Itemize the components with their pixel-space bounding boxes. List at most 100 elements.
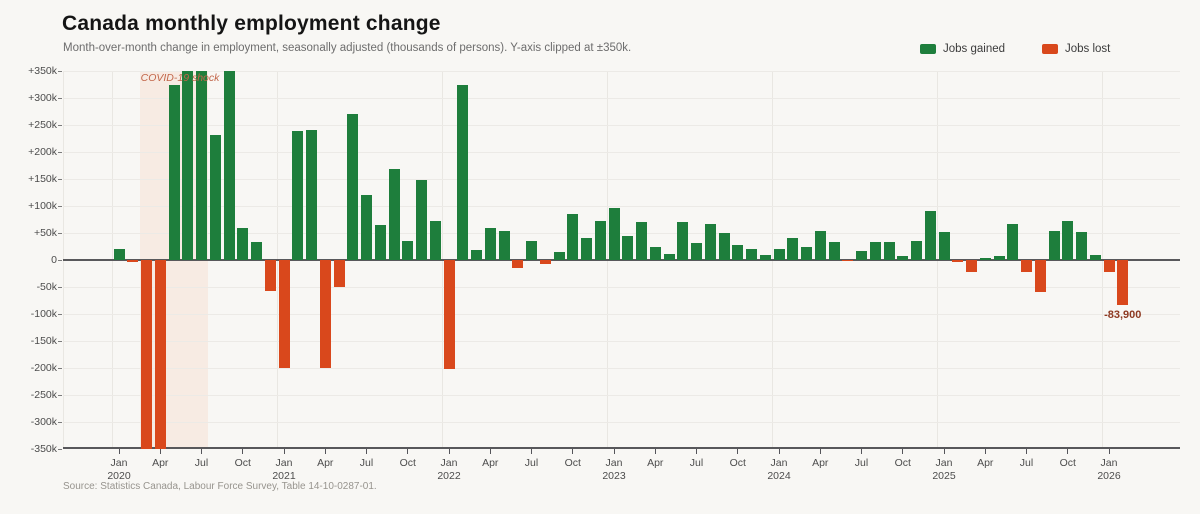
y-gridline xyxy=(63,233,1180,234)
x-axis-year-label: 2020 xyxy=(107,469,131,482)
x-axis-tick-mark xyxy=(984,449,986,454)
x-axis-tick-label: Jul xyxy=(359,457,374,469)
x-axis-tick-label: Apr xyxy=(152,457,169,469)
x-axis-tick-mark xyxy=(118,449,120,454)
jobs-gained-bar xyxy=(883,241,895,260)
x-axis-tick-mark xyxy=(1108,449,1110,454)
y-axis-tick-mark xyxy=(58,206,62,207)
y-gridline xyxy=(63,179,1180,180)
x-axis-tick-mark xyxy=(159,449,161,454)
jobs-gained-bar xyxy=(237,227,249,260)
jobs-lost-bar xyxy=(319,260,331,368)
x-axis-tick-mark xyxy=(861,449,862,454)
jobs-lost-bar xyxy=(127,260,139,263)
jobs-gained-bar xyxy=(223,71,235,260)
jobs-gained-bar xyxy=(1076,231,1087,260)
y-gridline xyxy=(63,341,1180,342)
x-axis-tick-mark xyxy=(1026,449,1027,454)
jobs-gained-bar xyxy=(457,84,469,260)
covid-shock-annotation: COVID-19 shock xyxy=(140,72,220,84)
x-axis-tick-label: Jan 2022 xyxy=(427,457,471,482)
plot-area: +350k +300k +250k +200k +150k +100k +50k 0 -50k -… xyxy=(28,65,1180,482)
jobs-gained-bar xyxy=(429,221,441,260)
x-axis-tick-mark xyxy=(696,449,697,454)
jobs-gained-bar xyxy=(636,222,647,260)
y-axis-tick-label: +100k xyxy=(28,200,57,212)
x-axis-tick-label: Apr xyxy=(482,457,499,469)
x-axis-tick-label: Jul xyxy=(854,457,869,469)
y-axis-tick-mark xyxy=(58,395,62,396)
x-axis-tick-mark xyxy=(902,449,904,454)
jobs-lost-bar xyxy=(512,260,524,269)
legend-label-jobs-lost: Jobs lost xyxy=(1065,43,1111,55)
y-gridline xyxy=(63,206,1180,207)
jobs-gained-bar xyxy=(801,246,812,260)
x-axis-tick-label: Apr xyxy=(317,457,334,469)
x-axis-year-label: 2024 xyxy=(767,469,791,482)
jobs-lost-swatch-icon xyxy=(1042,44,1058,54)
jobs-gained-bar xyxy=(594,220,606,260)
y-axis-tick-mark xyxy=(58,314,62,315)
jobs-gained-bar xyxy=(856,251,867,260)
legend-label-jobs-gained: Jobs gained xyxy=(943,43,1006,55)
jobs-lost-bar xyxy=(333,260,345,287)
source-note: Source: Statistics Canada, Labour Force … xyxy=(63,481,377,492)
x-axis-tick-label: Oct xyxy=(729,457,746,469)
jobs-gained-bar xyxy=(787,237,799,260)
y-gridline xyxy=(63,314,1180,315)
jobs-gained-bar xyxy=(196,71,207,260)
x-axis-tick-label: Oct xyxy=(1059,457,1076,469)
jobs-gained-bar xyxy=(814,231,826,260)
x-axis-tick-mark xyxy=(572,449,574,454)
legend-item-jobs-lost: Jobs lost xyxy=(1042,43,1110,55)
x-axis-tick-label: Apr xyxy=(647,457,664,469)
jobs-gained-bar xyxy=(938,232,950,260)
y-gridline xyxy=(63,287,1180,288)
y-axis-tick-mark xyxy=(58,260,62,261)
jobs-gained-bar xyxy=(677,222,689,260)
y-axis-tick-label: +250k xyxy=(28,119,57,131)
chart-subtitle: Month-over-month change in employment, s… xyxy=(63,42,632,54)
y-gridline xyxy=(63,422,1180,423)
jobs-lost-bar xyxy=(1103,260,1115,273)
jobs-gained-bar xyxy=(168,84,180,260)
x-axis-tick-mark xyxy=(489,449,491,454)
y-axis-tick-label: +50k xyxy=(33,227,57,239)
x-axis-tick-mark xyxy=(737,449,739,454)
jobs-gained-bar xyxy=(347,114,359,260)
jobs-gained-bar xyxy=(498,231,510,260)
jobs-lost-bar xyxy=(278,260,290,368)
jobs-gained-bar xyxy=(911,241,922,260)
y-axis-tick-mark xyxy=(58,125,62,126)
jobs-gained-bar xyxy=(567,214,579,260)
jobs-gained-bar xyxy=(402,240,414,260)
y-axis-tick-label: +150k xyxy=(28,173,57,185)
jobs-gained-bar xyxy=(182,71,194,260)
jobs-gained-bar xyxy=(251,241,262,260)
x-axis-tick-mark xyxy=(201,449,202,454)
x-axis-tick-mark xyxy=(448,449,450,454)
jobs-gained-bar xyxy=(209,135,221,260)
jobs-gained-bar xyxy=(773,248,785,260)
jobs-lost-bar xyxy=(443,260,455,370)
x-axis-tick-mark xyxy=(778,449,780,454)
jobs-gained-bar xyxy=(979,258,991,260)
jobs-gained-bar xyxy=(1089,254,1101,260)
jobs-lost-bar xyxy=(141,260,152,449)
y-axis-tick-mark xyxy=(58,287,62,288)
jobs-gained-bar xyxy=(1062,220,1074,260)
x-axis-tick-label: Jan 2023 xyxy=(592,457,636,482)
jobs-lost-bar xyxy=(154,260,166,449)
x-axis-tick-label: Jul xyxy=(1019,457,1034,469)
last-bar-value-label: -83,900 xyxy=(1104,309,1142,322)
y-axis-tick-mark xyxy=(58,98,62,99)
y-gridline xyxy=(63,71,1180,72)
jobs-gained-bar xyxy=(869,241,881,260)
jobs-gained-bar xyxy=(471,250,482,260)
y-gridline xyxy=(63,98,1180,99)
x-axis-year-label: 2022 xyxy=(437,469,461,482)
jobs-gained-bar xyxy=(388,169,400,260)
jobs-lost-bar xyxy=(264,260,276,292)
jobs-lost-bar xyxy=(539,260,551,265)
jobs-gained-bar xyxy=(581,238,592,260)
